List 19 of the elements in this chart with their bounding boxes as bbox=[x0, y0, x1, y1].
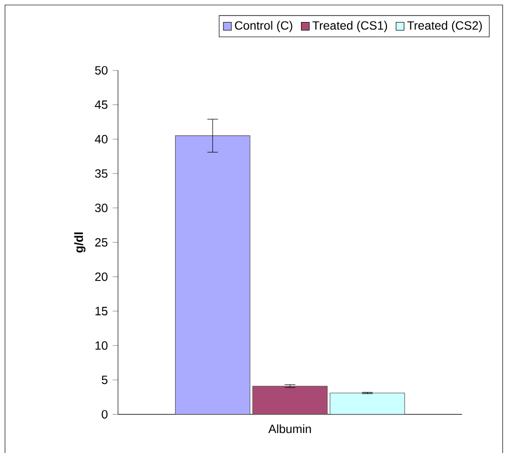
y-tick-label: 10 bbox=[96, 341, 108, 350]
y-tick-label: 15 bbox=[96, 306, 108, 316]
y-tick-label: 50 bbox=[95, 66, 108, 75]
legend-label: Treated (CS2) bbox=[407, 20, 482, 32]
y-tick-label: 0 bbox=[102, 410, 108, 419]
legend-label: Treated (CS1) bbox=[312, 20, 388, 32]
y-axis-title: g/dl bbox=[74, 232, 86, 252]
legend-label: Control (C) bbox=[234, 20, 292, 32]
y-tick-label: 40 bbox=[94, 134, 108, 144]
y-tick-label: 25 bbox=[95, 238, 108, 247]
y-tick-label: 35 bbox=[95, 169, 108, 178]
y-tick-label: 30 bbox=[95, 204, 108, 212]
bar bbox=[175, 135, 250, 415]
bar bbox=[330, 392, 405, 415]
x-tick-label: Albumin bbox=[268, 424, 311, 434]
y-tick-label: 5 bbox=[102, 376, 108, 384]
bar bbox=[252, 386, 328, 415]
y-tick-label: 45 bbox=[94, 100, 108, 109]
y-tick-label: 20 bbox=[95, 272, 108, 281]
